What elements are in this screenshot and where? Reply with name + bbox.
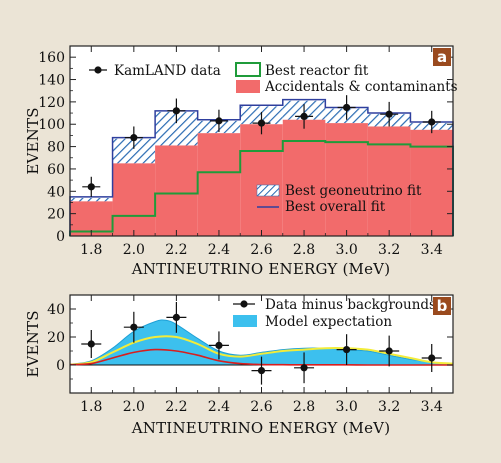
legend-reactor-fit: Best reactor fit <box>235 62 369 79</box>
panel-a-ytick-label-0: 0 <box>56 229 65 245</box>
accidentals-bar-6 <box>325 123 368 236</box>
panel-b-xtick-label-4: 2.6 <box>250 399 272 415</box>
legend-model-label: Model expectation <box>265 314 392 330</box>
panel-a-xtick-label-1: 2.0 <box>123 242 145 258</box>
panel-b-ticks: 1.8 2.0 2.2 2.4 2.6 2.8 3.0 3.2 3.4 0 20 40 <box>47 295 453 415</box>
legend-model-expectation: Model expectation <box>233 314 392 330</box>
legend-model-swatch <box>233 315 257 327</box>
legend-reactor-label: Best reactor fit <box>265 63 369 79</box>
panel-a-ytick-label-2: 40 <box>47 184 65 200</box>
panel-a-badge: a <box>433 48 451 66</box>
panel-a-xtick-label-4: 2.6 <box>250 242 272 258</box>
panel-b-xlabel: ANTINEUTRINO ENERGY (MeV) <box>131 419 391 437</box>
legend-geoneutrino-swatch <box>256 184 280 197</box>
kamland-point-0 <box>87 183 95 191</box>
dmb-point-4 <box>257 367 266 375</box>
panel-a-badge-letter: a <box>437 48 447 66</box>
kamland-point-4 <box>257 119 266 127</box>
panel-b-xtick-label-8: 3.4 <box>421 399 443 415</box>
panel-b-badge-box <box>433 297 451 315</box>
legend-overall-label: Best overall fit <box>285 199 386 215</box>
panel-a-xlabel: ANTINEUTRINO ENERGY (MeV) <box>131 260 391 278</box>
panel-a-xtick-label-2: 2.2 <box>165 242 187 258</box>
legend-kamland-data: KamLAND data <box>89 63 221 79</box>
legend-reactor-swatch <box>235 62 261 77</box>
kamland-point-5 <box>300 112 308 121</box>
panel-b-ytick-label-2: 40 <box>47 302 65 318</box>
dmb-point-7 <box>385 347 393 355</box>
panel-a-xtick-label-5: 2.8 <box>293 242 315 258</box>
dmb-point-3 <box>215 341 223 349</box>
kamland-point-6 <box>343 103 351 112</box>
panel-a: 1.8 2.0 2.2 2.4 2.6 2.8 3.0 3.2 3.4 0 20 40 60 80 100 1… <box>24 45 458 278</box>
accidentals-bar-1 <box>112 163 156 236</box>
panel-a-ylabel: EVENTS <box>24 107 42 174</box>
panel-a-ticks: 1.8 2.0 2.2 2.4 2.6 2.8 3.0 3.2 3.4 0 20 40 60 80 100 1… <box>38 46 453 258</box>
panel-a-xtick-label-8: 3.4 <box>421 242 443 258</box>
dmb-point-5 <box>300 364 308 372</box>
dmb-point-6 <box>343 346 351 354</box>
panel-a-xtick-label-3: 2.4 <box>208 242 230 258</box>
panel-b-xtick-label-3: 2.4 <box>208 399 230 415</box>
panel-b-xtick-label-5: 2.8 <box>293 399 315 415</box>
accidentals-bar-2 <box>155 145 198 236</box>
accidentals-bar-4 <box>240 124 283 236</box>
panel-b-badge-letter: b <box>437 297 448 315</box>
legend-dmb-label: Data minus backgrounds <box>265 297 436 313</box>
kamland-point-2 <box>172 107 180 115</box>
model-expectation-edge <box>69 319 454 365</box>
legend-kamland-label: KamLAND data <box>114 63 221 79</box>
panel-b-ylabel: EVENTS <box>24 310 42 377</box>
accidentals-bar-7 <box>367 126 411 236</box>
legend-kamland-marker <box>94 66 102 74</box>
model-expectation-area <box>70 319 453 365</box>
panel-a-xtick-label-7: 3.2 <box>378 242 400 258</box>
kamland-point-1 <box>130 134 138 142</box>
legend-accidentals-label: Accidentals & contaminants <box>264 79 458 95</box>
accidentals-bar-5 <box>282 119 326 236</box>
panel-b-ytick-label-1: 20 <box>47 330 65 346</box>
dmb-point-1 <box>130 323 138 331</box>
panel-a-ytick-label-8: 160 <box>38 50 65 66</box>
panel-a-xtick-label-0: 1.8 <box>80 242 102 258</box>
dmb-point-2 <box>172 313 180 321</box>
geoneutrino-band-0 <box>70 198 113 202</box>
panel-b-xtick-label-0: 1.8 <box>80 399 102 415</box>
dmb-point-0 <box>87 340 95 348</box>
legend-accidentals: Accidentals & contaminants <box>236 79 458 95</box>
legend-dmb-marker <box>240 300 248 308</box>
legend-accidentals-swatch <box>236 80 260 93</box>
kamland-point-3 <box>215 117 223 125</box>
panel-a-legend: KamLAND data Best reactor fit Accidental… <box>89 62 458 215</box>
kamland-point-7 <box>385 110 393 118</box>
dmb-point-8 <box>428 354 436 362</box>
panel-b-marks <box>69 302 454 385</box>
kamland-point-8 <box>428 118 436 126</box>
panel-a-ytick-label-3: 60 <box>47 162 65 178</box>
reactor-fit-line <box>69 140 454 236</box>
panel-b-xtick-label-7: 3.2 <box>378 399 400 415</box>
panel-b-ytick-label-0: 0 <box>56 358 65 374</box>
panel-a-xtick-label-6: 3.0 <box>335 242 357 258</box>
panel-a-ytick-label-5: 100 <box>38 117 65 133</box>
panel-b-xtick-label-6: 3.0 <box>335 399 357 415</box>
accidentals-bar-3 <box>197 133 241 236</box>
overall-fit-line <box>69 98 454 236</box>
panel-a-ytick-label-4: 80 <box>47 140 65 156</box>
legend-geoneutrino-fit: Best geoneutrino fit <box>256 183 422 199</box>
panel-b-xtick-label-2: 2.2 <box>165 399 187 415</box>
panel-b-badge: b <box>433 297 451 315</box>
legend-geoneutrino-label: Best geoneutrino fit <box>285 183 422 199</box>
panel-b-xtick-label-1: 2.0 <box>123 399 145 415</box>
panel-a-ytick-label-7: 140 <box>38 73 65 89</box>
panel-a-ytick-label-6: 120 <box>38 95 65 111</box>
legend-overall-fit: Best overall fit <box>257 199 386 215</box>
panel-a-ytick-label-1: 20 <box>47 207 65 223</box>
legend-data-minus-backgrounds: Data minus backgrounds <box>233 297 436 313</box>
panel-b-legend: Data minus backgrounds Model expectation <box>233 297 436 330</box>
panel-a-badge-box <box>433 48 451 66</box>
